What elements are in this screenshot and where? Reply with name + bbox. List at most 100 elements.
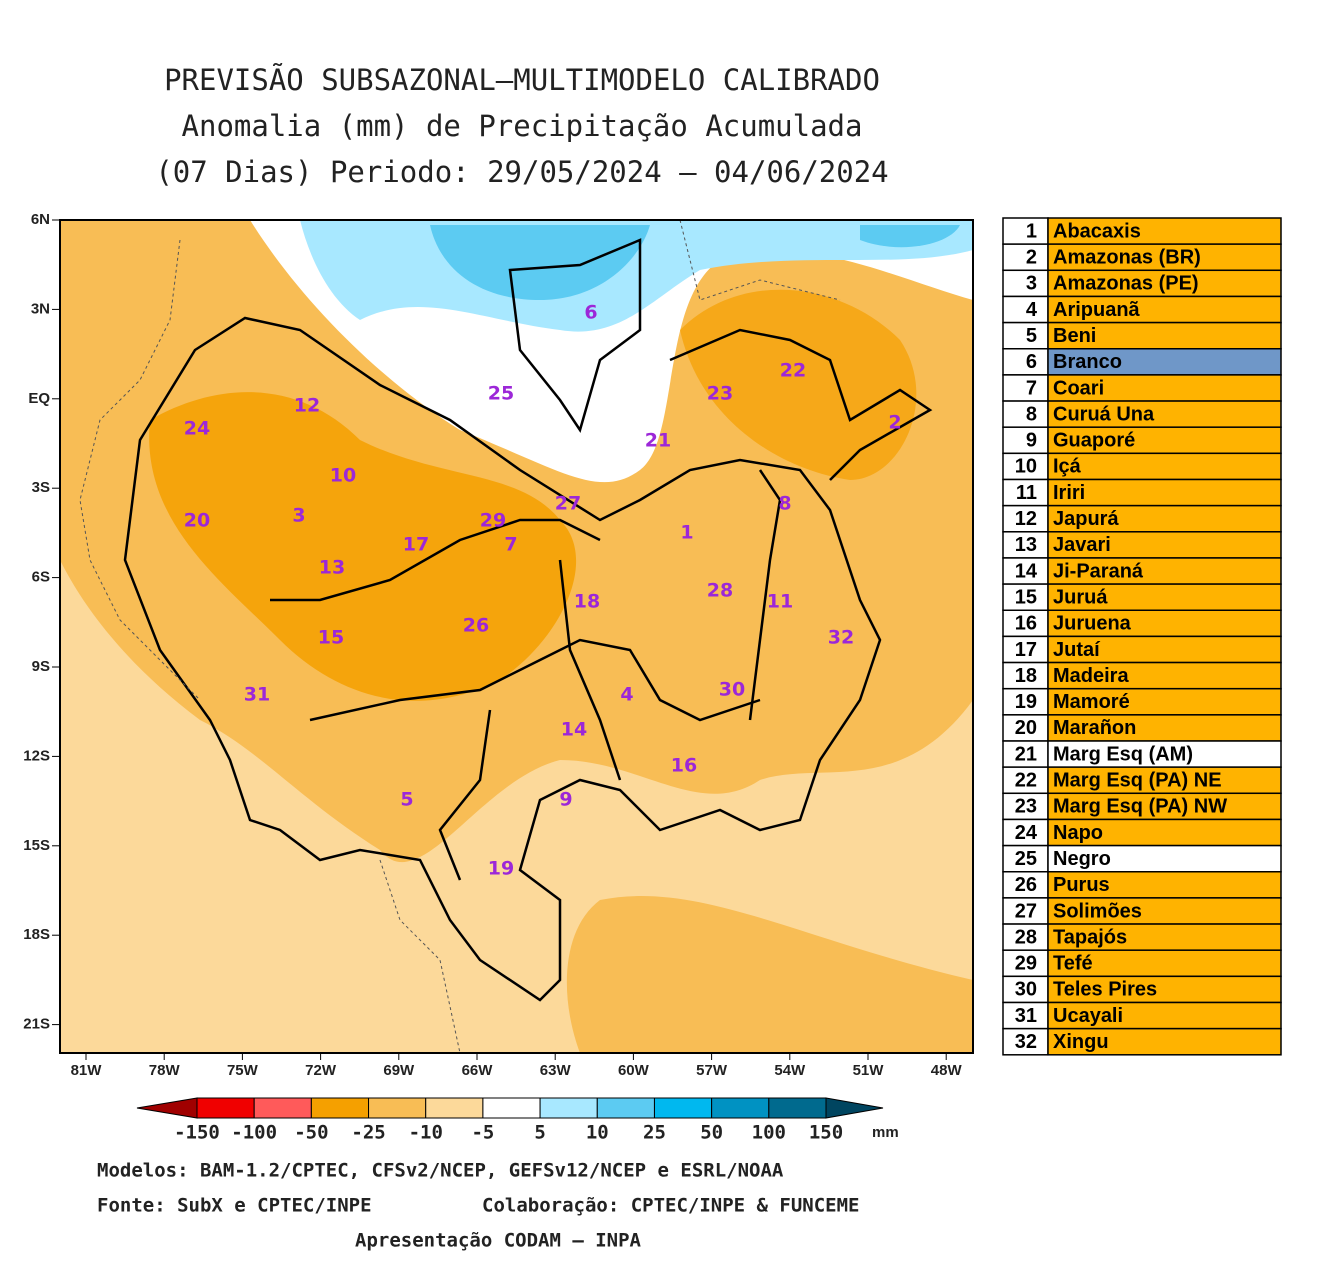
region-label: 21 bbox=[645, 430, 671, 452]
region-label: 20 bbox=[184, 510, 210, 532]
legend-name: Beni bbox=[1053, 325, 1096, 347]
legend-name-cell bbox=[1047, 269, 1282, 298]
region-label: 13 bbox=[319, 557, 345, 579]
lon-label: 54W bbox=[774, 1062, 806, 1079]
region-label: 5 bbox=[400, 789, 413, 811]
legend-name: Xingu bbox=[1053, 1031, 1109, 1053]
legend-number: 6 bbox=[1026, 351, 1037, 373]
region-label: 28 bbox=[707, 580, 733, 602]
lat-label: 18S bbox=[23, 926, 50, 943]
legend-name: Teles Pires bbox=[1053, 979, 1157, 1001]
legend-name-cell bbox=[1047, 792, 1282, 821]
region-label: 25 bbox=[488, 383, 514, 405]
region-label: 3 bbox=[292, 505, 305, 527]
lat-label: 3N bbox=[31, 300, 50, 317]
legend-number: 21 bbox=[1015, 743, 1037, 765]
colorbar-bin bbox=[368, 1097, 427, 1119]
legend-number: 3 bbox=[1026, 273, 1037, 295]
colorbar-unit: mm bbox=[872, 1124, 899, 1141]
legend-name: Branco bbox=[1053, 351, 1122, 373]
region-label: 30 bbox=[719, 679, 745, 701]
legend-number: 2 bbox=[1026, 247, 1037, 269]
legend-number: 28 bbox=[1015, 926, 1037, 948]
legend-name-cell bbox=[1047, 740, 1282, 768]
colorbar-bin bbox=[482, 1097, 541, 1119]
lon-label: 60W bbox=[618, 1062, 650, 1079]
region-label: 32 bbox=[828, 627, 854, 649]
region-label: 7 bbox=[504, 534, 517, 556]
lon-label: 75W bbox=[227, 1062, 259, 1079]
legend-name: Tefé bbox=[1053, 953, 1093, 975]
legend-name: Tapajós bbox=[1053, 926, 1127, 948]
title-line: (07 Dias) Periodo: 29/05/2024 – 04/06/20… bbox=[155, 155, 888, 189]
legend-number-cell bbox=[1002, 792, 1049, 821]
legend-number: 10 bbox=[1015, 456, 1037, 478]
colorbar-label: 150 bbox=[809, 1122, 843, 1144]
map-fill bbox=[60, 220, 973, 1053]
footer-line: Modelos: BAM-1.2/CPTEC, CFSv2/NCEP, GEFS… bbox=[97, 1160, 784, 1182]
legend-name-cell bbox=[1047, 557, 1282, 585]
colorbar-bin bbox=[768, 1097, 827, 1119]
basin-borders bbox=[123, 238, 933, 1002]
lat-label: 12S bbox=[23, 747, 50, 764]
legend-number: 22 bbox=[1015, 770, 1037, 792]
legend-name: Amazonas (BR) bbox=[1053, 247, 1201, 269]
legend-number-cell bbox=[1002, 714, 1049, 742]
colorbar-label: 5 bbox=[534, 1122, 545, 1144]
legend-name-cell bbox=[1047, 871, 1282, 899]
legend-name-cell bbox=[1047, 426, 1282, 455]
lat-label: EQ bbox=[28, 390, 50, 407]
colorbar-label: 10 bbox=[586, 1122, 609, 1144]
lat-label: 9S bbox=[32, 658, 50, 675]
legend-name-cell bbox=[1047, 478, 1282, 507]
legend-name: Abacaxis bbox=[1053, 220, 1141, 242]
legend-number: 13 bbox=[1015, 534, 1037, 556]
footer-line: Colaboração: CPTEC/INPE & FUNCEME bbox=[482, 1195, 860, 1217]
legend-name: Javari bbox=[1053, 534, 1111, 556]
legend-number: 26 bbox=[1015, 874, 1037, 896]
region-label: 6 bbox=[584, 302, 597, 324]
region-label: 26 bbox=[463, 615, 489, 637]
region-label: 9 bbox=[559, 789, 572, 811]
legend-name-cell bbox=[1047, 949, 1282, 978]
lat-label: 6N bbox=[31, 211, 50, 228]
region-label: 23 bbox=[707, 383, 733, 405]
legend-number-cell bbox=[1002, 531, 1049, 559]
legend-name: Ucayali bbox=[1053, 1005, 1123, 1027]
colorbar-label: -25 bbox=[351, 1122, 385, 1144]
colorbar-bin bbox=[196, 1097, 255, 1119]
map-frame bbox=[59, 219, 974, 1054]
legend-number-cell bbox=[1002, 818, 1049, 847]
lon-label: 66W bbox=[462, 1062, 494, 1079]
colorbar-label: -50 bbox=[294, 1122, 328, 1144]
colorbar-end bbox=[825, 1097, 884, 1119]
legend-name-cell bbox=[1047, 583, 1282, 611]
region-label: 18 bbox=[574, 591, 600, 613]
legend-name: Ji-Paraná bbox=[1053, 560, 1144, 582]
legend-name-cell bbox=[1047, 217, 1282, 245]
legend-name-cell bbox=[1047, 923, 1282, 951]
region-label: 14 bbox=[561, 719, 587, 741]
lon-label: 78W bbox=[149, 1062, 181, 1079]
region-label: 29 bbox=[480, 510, 506, 532]
lon-label: 63W bbox=[540, 1062, 572, 1079]
legend-name-cell bbox=[1047, 1027, 1282, 1056]
legend-name: Jutaí bbox=[1053, 639, 1101, 661]
lat-label: 6S bbox=[32, 569, 50, 586]
footer-line: Fonte: SubX e CPTEC/INPE bbox=[97, 1195, 372, 1217]
region-label: 17 bbox=[403, 534, 429, 556]
colorbar-label: 100 bbox=[752, 1122, 786, 1144]
legend-name: Marañon bbox=[1053, 717, 1136, 739]
legend-number-cell bbox=[1002, 295, 1049, 324]
colorbar-label: -150 bbox=[174, 1122, 220, 1144]
legend-number: 24 bbox=[1015, 822, 1038, 844]
colorbar-label: 25 bbox=[643, 1122, 666, 1144]
legend-number: 14 bbox=[1015, 560, 1038, 582]
region-label: 22 bbox=[780, 360, 806, 382]
region-label: 2 bbox=[888, 412, 901, 434]
region-label: 10 bbox=[330, 465, 356, 487]
title-line: PREVISÃO SUBSAZONAL—MULTIMODELO CALIBRAD… bbox=[164, 63, 880, 97]
legend-number: 31 bbox=[1015, 1005, 1037, 1027]
legend-name: Amazonas (PE) bbox=[1053, 273, 1199, 295]
legend-number: 23 bbox=[1015, 796, 1037, 818]
